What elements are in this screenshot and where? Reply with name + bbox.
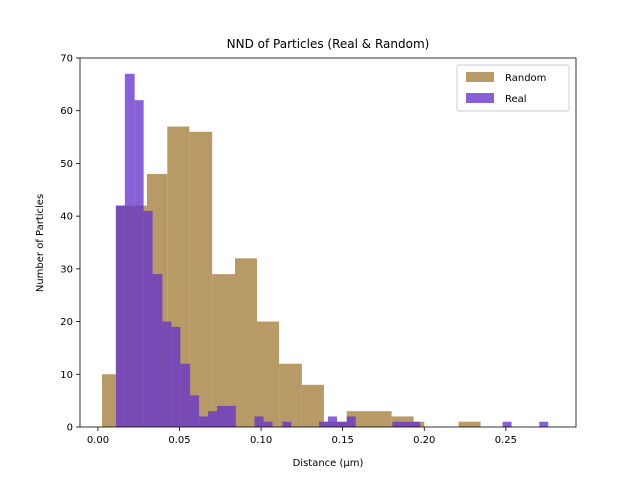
y-tick-label-3: 30 (60, 264, 73, 275)
y-tick-label-0: 0 (67, 423, 73, 434)
bars-layer (102, 73, 549, 428)
bar-real-12 (254, 416, 264, 427)
legend-label-random: Random (505, 73, 546, 84)
bar-real-21 (502, 421, 512, 427)
axes-layer: 0.00 0.05 0.10 0.15 0.20 0.25 0 10 20 30 40 50 60 70 (60, 54, 577, 446)
bar-random-14 (458, 421, 481, 427)
y-tick-label-2: 20 (60, 317, 73, 328)
legend-swatch-real (466, 93, 494, 103)
x-tick-label-1: 0.05 (168, 435, 190, 446)
bar-real-3 (143, 210, 153, 427)
bar-random-5 (212, 274, 235, 427)
bar-real-1 (124, 73, 135, 428)
legend: Random Real (456, 64, 570, 112)
bar-real-16 (328, 416, 337, 427)
bar-random-0 (102, 374, 116, 427)
bar-random-4 (189, 131, 213, 428)
x-tick-label-0: 0.00 (87, 435, 109, 446)
bar-real-5 (162, 321, 172, 427)
bar-real-8 (190, 395, 200, 427)
bar-real-17 (336, 421, 347, 427)
bar-real-2 (134, 100, 144, 428)
y-tick-label-7: 70 (60, 54, 73, 65)
bar-real-10 (208, 411, 218, 427)
y-tick-label-5: 50 (60, 159, 73, 170)
bar-real-0 (115, 205, 125, 427)
y-tick-label-6: 60 (60, 106, 73, 117)
bar-random-11 (346, 411, 392, 427)
y-tick-label-1: 10 (60, 370, 73, 381)
bar-real-6 (171, 326, 181, 427)
bar-real-18 (346, 416, 356, 427)
bar-real-14 (282, 421, 292, 427)
legend-label-real: Real (505, 94, 527, 105)
bar-real-11 (217, 405, 236, 427)
bar-real-15 (319, 421, 328, 427)
bar-real-20 (411, 421, 421, 427)
bar-real-19 (392, 421, 412, 427)
bar-random-8 (279, 363, 302, 427)
bar-random-7 (257, 321, 280, 427)
y-tick-label-4: 40 (60, 212, 73, 223)
y-axis-label: Number of Particles (35, 194, 46, 292)
bar-real-22 (539, 421, 549, 427)
bar-real-9 (199, 416, 209, 427)
legend-swatch-random (466, 72, 494, 82)
plot-frame (79, 57, 577, 428)
bar-random-9 (301, 384, 324, 427)
x-tick-label-4: 0.20 (413, 435, 435, 446)
x-axis-label: Distance (μm) (293, 458, 364, 469)
series-real-bars (115, 73, 549, 428)
bar-real-4 (152, 274, 163, 427)
bar-real-7 (180, 363, 191, 427)
bar-random-6 (235, 258, 258, 427)
x-tick-label-2: 0.10 (250, 435, 272, 446)
chart-title: NND of Particles (Real & Random) (227, 37, 430, 51)
x-tick-label-5: 0.25 (495, 435, 517, 446)
bar-real-13 (263, 421, 273, 427)
x-tick-label-3: 0.15 (332, 435, 354, 446)
